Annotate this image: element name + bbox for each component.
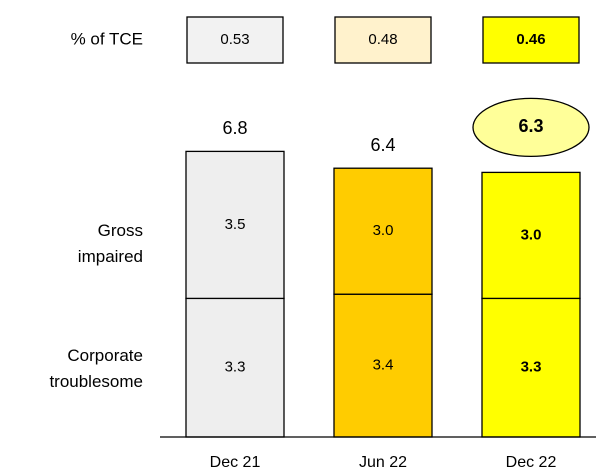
tce-value: 0.46 <box>516 31 545 48</box>
segment-label: 3.4 <box>373 357 394 374</box>
bar-segment <box>481 171 581 300</box>
segment-label: 3.3 <box>521 359 542 376</box>
total-label: 6.4 <box>370 135 395 155</box>
bar-segment <box>333 167 433 295</box>
total-highlight <box>472 97 590 158</box>
tce-box <box>334 16 432 64</box>
tce-box <box>186 16 284 64</box>
segment-label: 3.3 <box>225 359 246 376</box>
bar-segment <box>333 293 433 438</box>
series-label: Corporate troublesome <box>49 346 143 391</box>
tce-box <box>482 16 580 64</box>
x-tick-label: Dec 21 <box>210 454 261 471</box>
segment-label: 3.5 <box>225 216 246 233</box>
tce-value: 0.48 <box>368 31 397 48</box>
x-tick-label: Dec 22 <box>506 454 557 471</box>
series-label: Gross impaired <box>77 221 143 266</box>
tce-value: 0.53 <box>220 31 249 48</box>
x-tick-label: Jun 22 <box>359 454 407 471</box>
tce-label: % of TCE <box>71 29 143 48</box>
segment-label: 3.0 <box>373 222 394 239</box>
total-label: 6.8 <box>222 118 247 138</box>
total-label: 6.3 <box>518 116 543 136</box>
bar-segment <box>185 297 285 438</box>
bar-segment <box>185 150 285 300</box>
segment-label: 3.0 <box>521 226 542 243</box>
